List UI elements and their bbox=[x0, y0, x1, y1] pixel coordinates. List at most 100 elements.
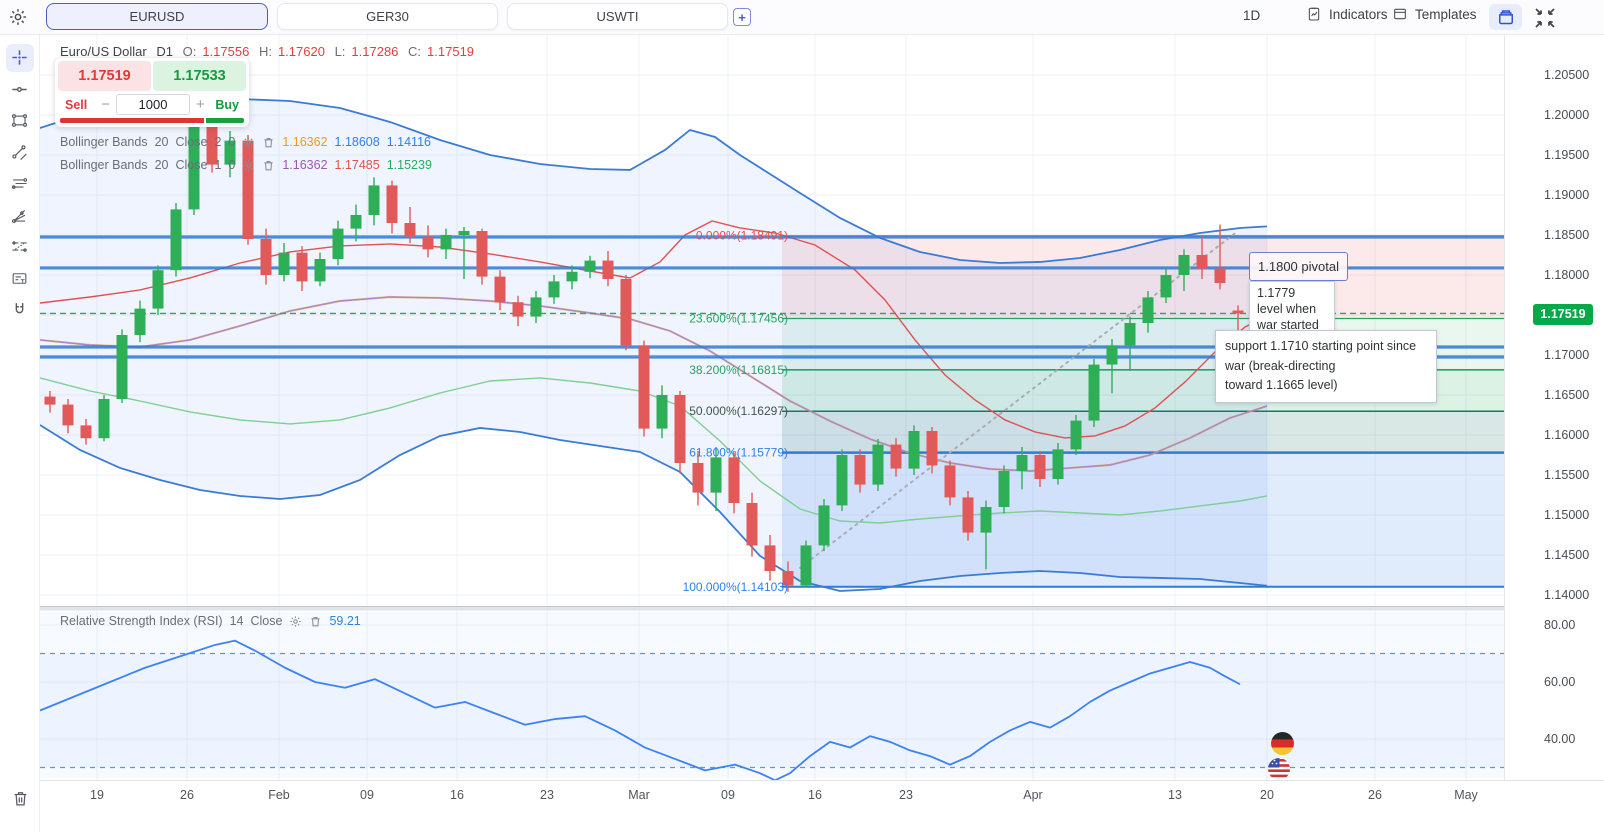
time-tick-label: 16 bbox=[450, 788, 464, 802]
parallel-lines-tool-icon[interactable] bbox=[6, 170, 34, 198]
time-tick-label: 16 bbox=[808, 788, 822, 802]
indicator-settings-gear-icon[interactable] bbox=[289, 615, 302, 628]
time-tick-label: Apr bbox=[1023, 788, 1043, 802]
quantity-minus-button[interactable]: − bbox=[101, 96, 111, 113]
rsi-value: 59.21 bbox=[329, 614, 361, 628]
price-tick-label: 1.19000 bbox=[1544, 188, 1590, 202]
quantity-plus-button[interactable]: + bbox=[196, 96, 205, 113]
price-tick-label: 1.15500 bbox=[1544, 468, 1590, 482]
rectangle-tool-icon[interactable] bbox=[6, 107, 34, 135]
crosshair-tool-icon[interactable] bbox=[5, 43, 34, 72]
settings-gear-icon[interactable] bbox=[8, 7, 28, 27]
indicator-settings-gear-icon[interactable] bbox=[242, 159, 255, 172]
indicator-name: Relative Strength Index (RSI) bbox=[60, 614, 223, 628]
time-tick-label: May bbox=[1454, 788, 1478, 802]
indicators-button[interactable]: Indicators bbox=[1306, 6, 1388, 22]
drawing-toolbar bbox=[0, 34, 40, 832]
indicator-name: Bollinger Bands bbox=[60, 135, 148, 149]
buy-ratio-segment bbox=[205, 118, 244, 123]
magnet-tool-icon[interactable] bbox=[6, 296, 34, 324]
collapse-panel-icon[interactable] bbox=[1533, 6, 1557, 28]
fibonacci-labels: 0.000%(1.18491) 23.600%(1.17456) 38.200%(1… bbox=[683, 229, 788, 594]
indicators-label: Indicators bbox=[1329, 6, 1388, 22]
note-tool-icon[interactable] bbox=[6, 264, 34, 292]
indicator-name: Bollinger Bands bbox=[60, 158, 148, 172]
indicator-delete-trash-icon[interactable] bbox=[262, 136, 275, 149]
time-tick-label: 09 bbox=[721, 788, 735, 802]
svg-text:38.200%(1.16815): 38.200%(1.16815) bbox=[689, 363, 788, 377]
time-tick-label: 26 bbox=[180, 788, 194, 802]
sell-label: Sell bbox=[65, 97, 88, 112]
pane-splitter[interactable] bbox=[40, 606, 1604, 611]
bb2-basis-value: 1.16362 bbox=[282, 135, 328, 149]
time-tick-label: 09 bbox=[360, 788, 374, 802]
time-axis[interactable]: 19 26 Feb 09 16 23 Mar 09 16 23 Apr 13 20 26 May bbox=[40, 780, 1604, 813]
close-value: 1.17519 bbox=[427, 44, 475, 59]
high-value: 1.17620 bbox=[277, 44, 325, 59]
annotation-1-1800-pivotal[interactable]: 1.1800 pivotal bbox=[1249, 252, 1348, 281]
tab-uswti[interactable]: USWTI bbox=[507, 3, 728, 30]
panel-stack-icon bbox=[1498, 10, 1513, 25]
time-tick-label: 13 bbox=[1168, 788, 1182, 802]
horizontal-line-tool-icon[interactable] bbox=[6, 75, 34, 103]
price-tick-label: 1.18000 bbox=[1544, 268, 1590, 282]
low-label: L: bbox=[334, 44, 346, 59]
svg-text:61.800%(1.15779): 61.800%(1.15779) bbox=[689, 446, 788, 460]
ind icator-delete-trash-icon[interactable] bbox=[262, 159, 275, 172]
price-tick-label: 1.16000 bbox=[1544, 428, 1590, 442]
time-tick-label: Feb bbox=[268, 788, 290, 802]
indicator-settings-gear-icon[interactable] bbox=[242, 136, 255, 149]
topbar: EURUSD GER30 USWTI + 1D Indicators Templ… bbox=[0, 0, 1604, 35]
svg-text:100.000%(1.14103): 100.000%(1.14103) bbox=[683, 580, 788, 594]
quantity-input[interactable]: 1000 bbox=[116, 94, 191, 115]
rsi-tick-label: 60.00 bbox=[1544, 675, 1576, 689]
trend-line-tool-icon[interactable] bbox=[6, 138, 34, 166]
germany-flag-icon[interactable] bbox=[1270, 731, 1295, 756]
delete-drawings-trash-icon[interactable] bbox=[6, 785, 34, 813]
price-tick-label: 1.15000 bbox=[1544, 508, 1590, 522]
rsi-pane bbox=[39, 639, 1504, 782]
sell-price-button[interactable]: 1.17519 bbox=[58, 61, 151, 91]
indicators-icon bbox=[1308, 7, 1320, 21]
time-tick-label: 20 bbox=[1260, 788, 1274, 802]
templates-button[interactable]: Templates bbox=[1392, 6, 1477, 22]
timeframe-button[interactable]: 1D bbox=[1243, 8, 1261, 23]
price-axis[interactable]: 1.20500 1.20000 1.19500 1.19000 1.18500 1.180… bbox=[1504, 34, 1604, 780]
annotation-support-1-1710[interactable]: support 1.1710 starting point since war … bbox=[1215, 330, 1437, 403]
price-tick-label: 1.16500 bbox=[1544, 388, 1590, 402]
indicator-legend-bb2: Bollinger Bands 20 Close 2 0 1.16362 1.1… bbox=[60, 135, 431, 149]
channel-tool-icon[interactable] bbox=[6, 233, 34, 261]
buy-price-button[interactable]: 1.17533 bbox=[153, 61, 246, 91]
tab-eurusd[interactable]: EURUSD bbox=[46, 3, 268, 30]
price-tick-label: 1.14500 bbox=[1544, 548, 1590, 562]
current-price-badge: 1.17519 bbox=[1533, 304, 1593, 325]
add-instrument-button[interactable]: + bbox=[733, 8, 751, 26]
open-value: 1.17556 bbox=[202, 44, 250, 59]
side-panel-button[interactable] bbox=[1489, 4, 1522, 30]
time-tick-label: 26 bbox=[1368, 788, 1382, 802]
bb1-basis-value: 1.16362 bbox=[282, 158, 328, 172]
tab-ger30[interactable]: GER30 bbox=[277, 3, 498, 30]
fan-lines-tool-icon[interactable] bbox=[6, 201, 34, 229]
price-tick-label: 1.19500 bbox=[1544, 148, 1590, 162]
svg-text:0.000%(1.18491): 0.000%(1.18491) bbox=[696, 229, 788, 243]
price-tick-label: 1.20000 bbox=[1544, 108, 1590, 122]
bb2-upper-value: 1.18608 bbox=[334, 135, 380, 149]
templates-label: Templates bbox=[1415, 6, 1477, 22]
indicator-delete-trash-icon[interactable] bbox=[309, 615, 322, 628]
price-tick-label: 1.14000 bbox=[1544, 588, 1590, 602]
indicator-legend-rsi: Relative Strength Index (RSI) 14 Close 5… bbox=[60, 614, 361, 628]
bb2-lower-value: 1.14116 bbox=[386, 135, 431, 149]
price-tick-label: 1.17000 bbox=[1544, 348, 1590, 362]
high-label: H: bbox=[258, 44, 272, 59]
annotation-1-1779-war-level[interactable]: 1.1779 level when war started bbox=[1249, 281, 1335, 337]
usa-flag-icon[interactable] bbox=[1267, 757, 1291, 781]
svg-text:23.600%(1.17456): 23.600%(1.17456) bbox=[689, 312, 788, 326]
time-tick-label: 23 bbox=[540, 788, 554, 802]
indicator-legend-bb1: Bollinger Bands 20 Close 1 0 1.16362 1.1… bbox=[60, 158, 432, 172]
sell-ratio-segment bbox=[60, 118, 204, 123]
open-label: O: bbox=[182, 44, 197, 59]
symbol-name: Euro/US Dollar bbox=[60, 44, 147, 59]
buy-label: Buy bbox=[215, 97, 239, 112]
